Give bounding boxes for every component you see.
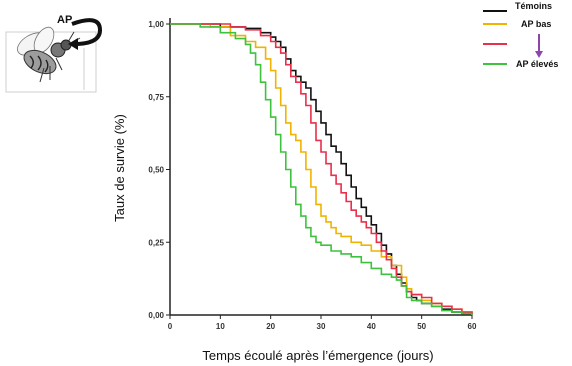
x-tick-label: 50 xyxy=(417,322,426,331)
bee-icon xyxy=(17,26,81,83)
x-axis-title: Temps écoulé après l’émergence (jours) xyxy=(202,348,433,363)
series-line-1 xyxy=(170,23,473,315)
legend: Témoins AP bas AP élevés xyxy=(483,1,558,69)
x-tick-label: 60 xyxy=(468,322,477,331)
x-tick-label: 20 xyxy=(266,322,275,331)
legend-label-1: AP bas xyxy=(521,19,551,29)
ap-label: AP xyxy=(57,14,72,26)
series-line-2 xyxy=(170,23,473,315)
axes: 0,00 0,25 0,50 0,75 1,00 0 10 20 30 40 50 60 xyxy=(148,18,477,331)
x-tick-label: 0 xyxy=(168,322,173,331)
x-ticks: 0 10 20 30 40 50 60 xyxy=(168,315,477,331)
legend-label-3: AP élevés xyxy=(516,59,558,69)
series-line-3 xyxy=(170,23,473,315)
y-tick-label: 0,00 xyxy=(148,311,164,320)
y-tick-label: 0,25 xyxy=(148,238,164,247)
y-tick-label: 0,75 xyxy=(148,93,164,102)
series-line-0 xyxy=(170,23,473,315)
y-axis-title: Taux de survie (%) xyxy=(112,114,127,222)
legend-arrow xyxy=(535,34,543,58)
legend-label-0: Témoins xyxy=(515,1,552,11)
series-layer xyxy=(170,23,473,315)
x-tick-label: 10 xyxy=(216,322,225,331)
x-tick-label: 30 xyxy=(317,322,326,331)
curved-arrow-icon xyxy=(71,18,103,46)
x-tick-label: 40 xyxy=(367,322,376,331)
y-ticks: 0,00 0,25 0,50 0,75 1,00 xyxy=(148,20,170,320)
y-tick-label: 1,00 xyxy=(148,20,164,29)
y-tick-label: 0,50 xyxy=(148,166,164,175)
bee-illustration: AP xyxy=(5,14,103,93)
